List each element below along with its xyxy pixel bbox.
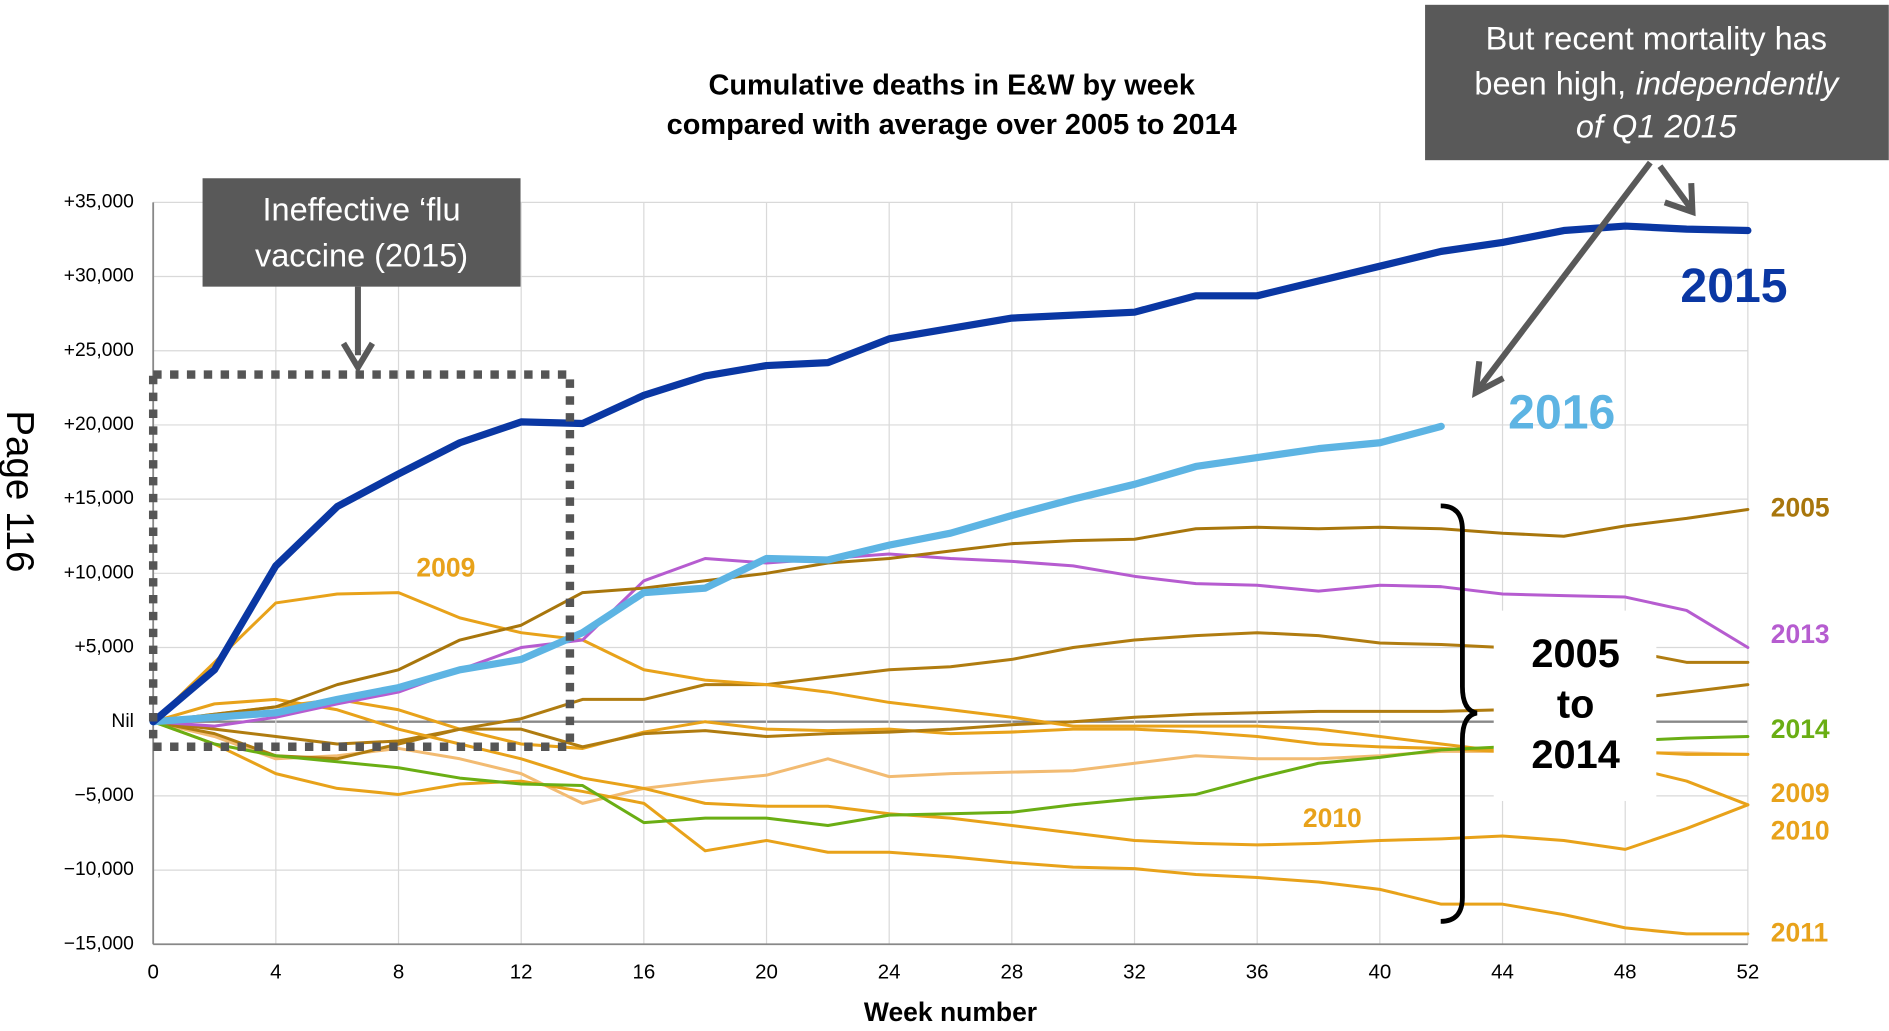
note-text: vaccine (2015) xyxy=(255,237,468,273)
x-tick-label: 20 xyxy=(755,961,778,984)
note-text: Ineffective ‘flu xyxy=(262,192,460,228)
inline-label: 2009 xyxy=(416,553,475,583)
y-tick-label: +10,000 xyxy=(64,562,134,583)
note-text: But recent mortality has xyxy=(1486,21,1827,57)
y-tick-label: +5,000 xyxy=(74,637,133,658)
note-box xyxy=(1425,4,1889,161)
x-tick-label: 4 xyxy=(270,961,281,984)
series-line xyxy=(151,683,1750,761)
arrow-head xyxy=(1663,182,1696,217)
arrow xyxy=(1657,164,1693,209)
plot-area: −15,000 −10,000 −5,000 Nil +5,000 +10,000 +15,… xyxy=(64,191,1760,983)
x-tick-label: 8 xyxy=(393,961,404,984)
note-text: of Q1 2015 xyxy=(1576,108,1738,144)
bracket-note: to xyxy=(1557,683,1595,727)
y-tick-label: −15,000 xyxy=(64,933,134,954)
y-tick-label: +15,000 xyxy=(64,488,134,509)
series-label: 2013 xyxy=(1771,619,1830,649)
series-line xyxy=(149,422,1445,726)
bracket-note: 2014 xyxy=(1531,733,1619,777)
y-tick-label: +30,000 xyxy=(64,266,134,287)
series-line xyxy=(151,631,1750,746)
series-label: 2015 xyxy=(1680,259,1787,313)
y-tick-label: +35,000 xyxy=(64,191,134,212)
x-tick-label: 36 xyxy=(1246,961,1269,984)
chart-title: Cumulative deaths in E&W by week xyxy=(709,69,1196,101)
x-tick-label: 52 xyxy=(1736,961,1759,984)
series-label: 2016 xyxy=(1508,385,1615,439)
series-label: 2014 xyxy=(1771,714,1830,744)
x-tick-label: 44 xyxy=(1491,961,1514,984)
series-line xyxy=(149,222,1752,726)
y-tick-label: −10,000 xyxy=(64,859,134,880)
series-label: 2010 xyxy=(1771,815,1830,845)
series-label: 2011 xyxy=(1771,918,1828,948)
y-tick-label: +20,000 xyxy=(64,414,134,435)
annotations: Ineffective ‘flu vaccine (2015) But rece… xyxy=(0,4,1889,924)
arrow-head xyxy=(340,341,375,374)
inline-label: 2010 xyxy=(1303,803,1362,833)
y-tick-label: +25,000 xyxy=(64,340,134,361)
x-tick-label: 40 xyxy=(1368,961,1391,984)
x-tick-label: 28 xyxy=(1000,961,1023,984)
note-text: been high, independently xyxy=(1474,65,1840,101)
chart-title: compared with average over 2005 to 2014 xyxy=(667,109,1237,141)
series-line xyxy=(151,697,1750,851)
highlight-box xyxy=(148,370,575,751)
x-tick-label: 24 xyxy=(878,961,901,984)
series-line xyxy=(151,720,1750,828)
x-tick-label: 12 xyxy=(510,961,533,984)
x-axis-title: Week number xyxy=(864,997,1037,1027)
x-tick-label: 32 xyxy=(1123,961,1146,984)
series-label: 2005 xyxy=(1771,492,1830,522)
page-number: Page 116 xyxy=(0,410,41,572)
x-tick-label: 0 xyxy=(147,961,158,984)
series-line xyxy=(151,507,1750,724)
y-tick-label: −5,000 xyxy=(74,785,133,806)
x-tick-label: 16 xyxy=(632,961,655,984)
y-tick-label: Nil xyxy=(111,711,133,732)
note-text: independently xyxy=(1636,65,1840,101)
arrow-head xyxy=(1472,360,1505,398)
series-line xyxy=(151,720,1750,936)
bracket-note-box xyxy=(1493,610,1657,801)
note-text: been high, xyxy=(1474,65,1626,101)
series-label: 2009 xyxy=(1771,778,1830,808)
bracket-note: 2005 xyxy=(1531,632,1619,676)
bracket xyxy=(1440,503,1478,924)
x-tick-label: 48 xyxy=(1614,961,1637,984)
arrow xyxy=(1476,160,1653,390)
note-box xyxy=(202,178,521,287)
